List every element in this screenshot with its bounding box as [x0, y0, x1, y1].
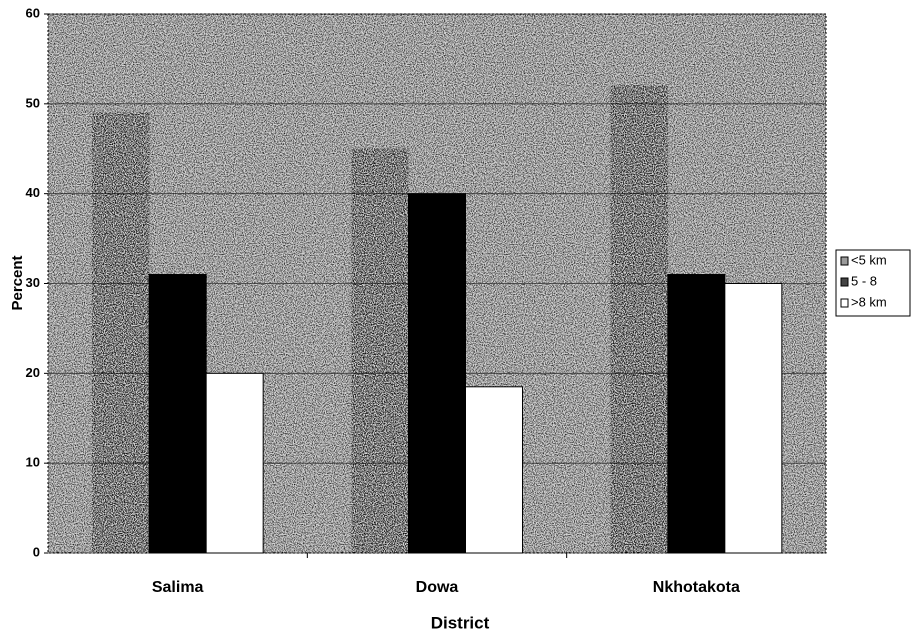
legend-label: >8 km — [851, 294, 887, 309]
y-axis-label: Percent — [9, 255, 26, 310]
bar — [667, 274, 726, 554]
x-tick-label: Dowa — [416, 579, 459, 596]
legend-label: <5 km — [851, 252, 887, 267]
bar — [91, 112, 150, 554]
bar — [351, 148, 409, 554]
legend-label: 5 - 8 — [851, 273, 877, 288]
bar — [205, 372, 264, 554]
bar — [465, 386, 523, 554]
y-tick-label: 40 — [26, 185, 40, 200]
bar — [610, 85, 669, 554]
y-tick-label: 60 — [26, 5, 40, 20]
bar — [408, 193, 466, 554]
x-axis-label: District — [431, 613, 490, 632]
y-tick-label: 50 — [26, 95, 40, 110]
y-tick-label: 0 — [33, 544, 40, 559]
y-tick-label: 20 — [26, 365, 40, 380]
x-tick-label: Nkhotakota — [653, 579, 740, 596]
bar — [724, 283, 783, 554]
bar — [148, 274, 207, 554]
legend-swatch — [840, 298, 849, 308]
legend-swatch — [840, 256, 849, 266]
x-tick-label: Salima — [152, 579, 204, 596]
y-tick-label: 10 — [26, 455, 40, 470]
legend-swatch — [840, 277, 849, 287]
y-tick-label: 30 — [26, 275, 40, 290]
